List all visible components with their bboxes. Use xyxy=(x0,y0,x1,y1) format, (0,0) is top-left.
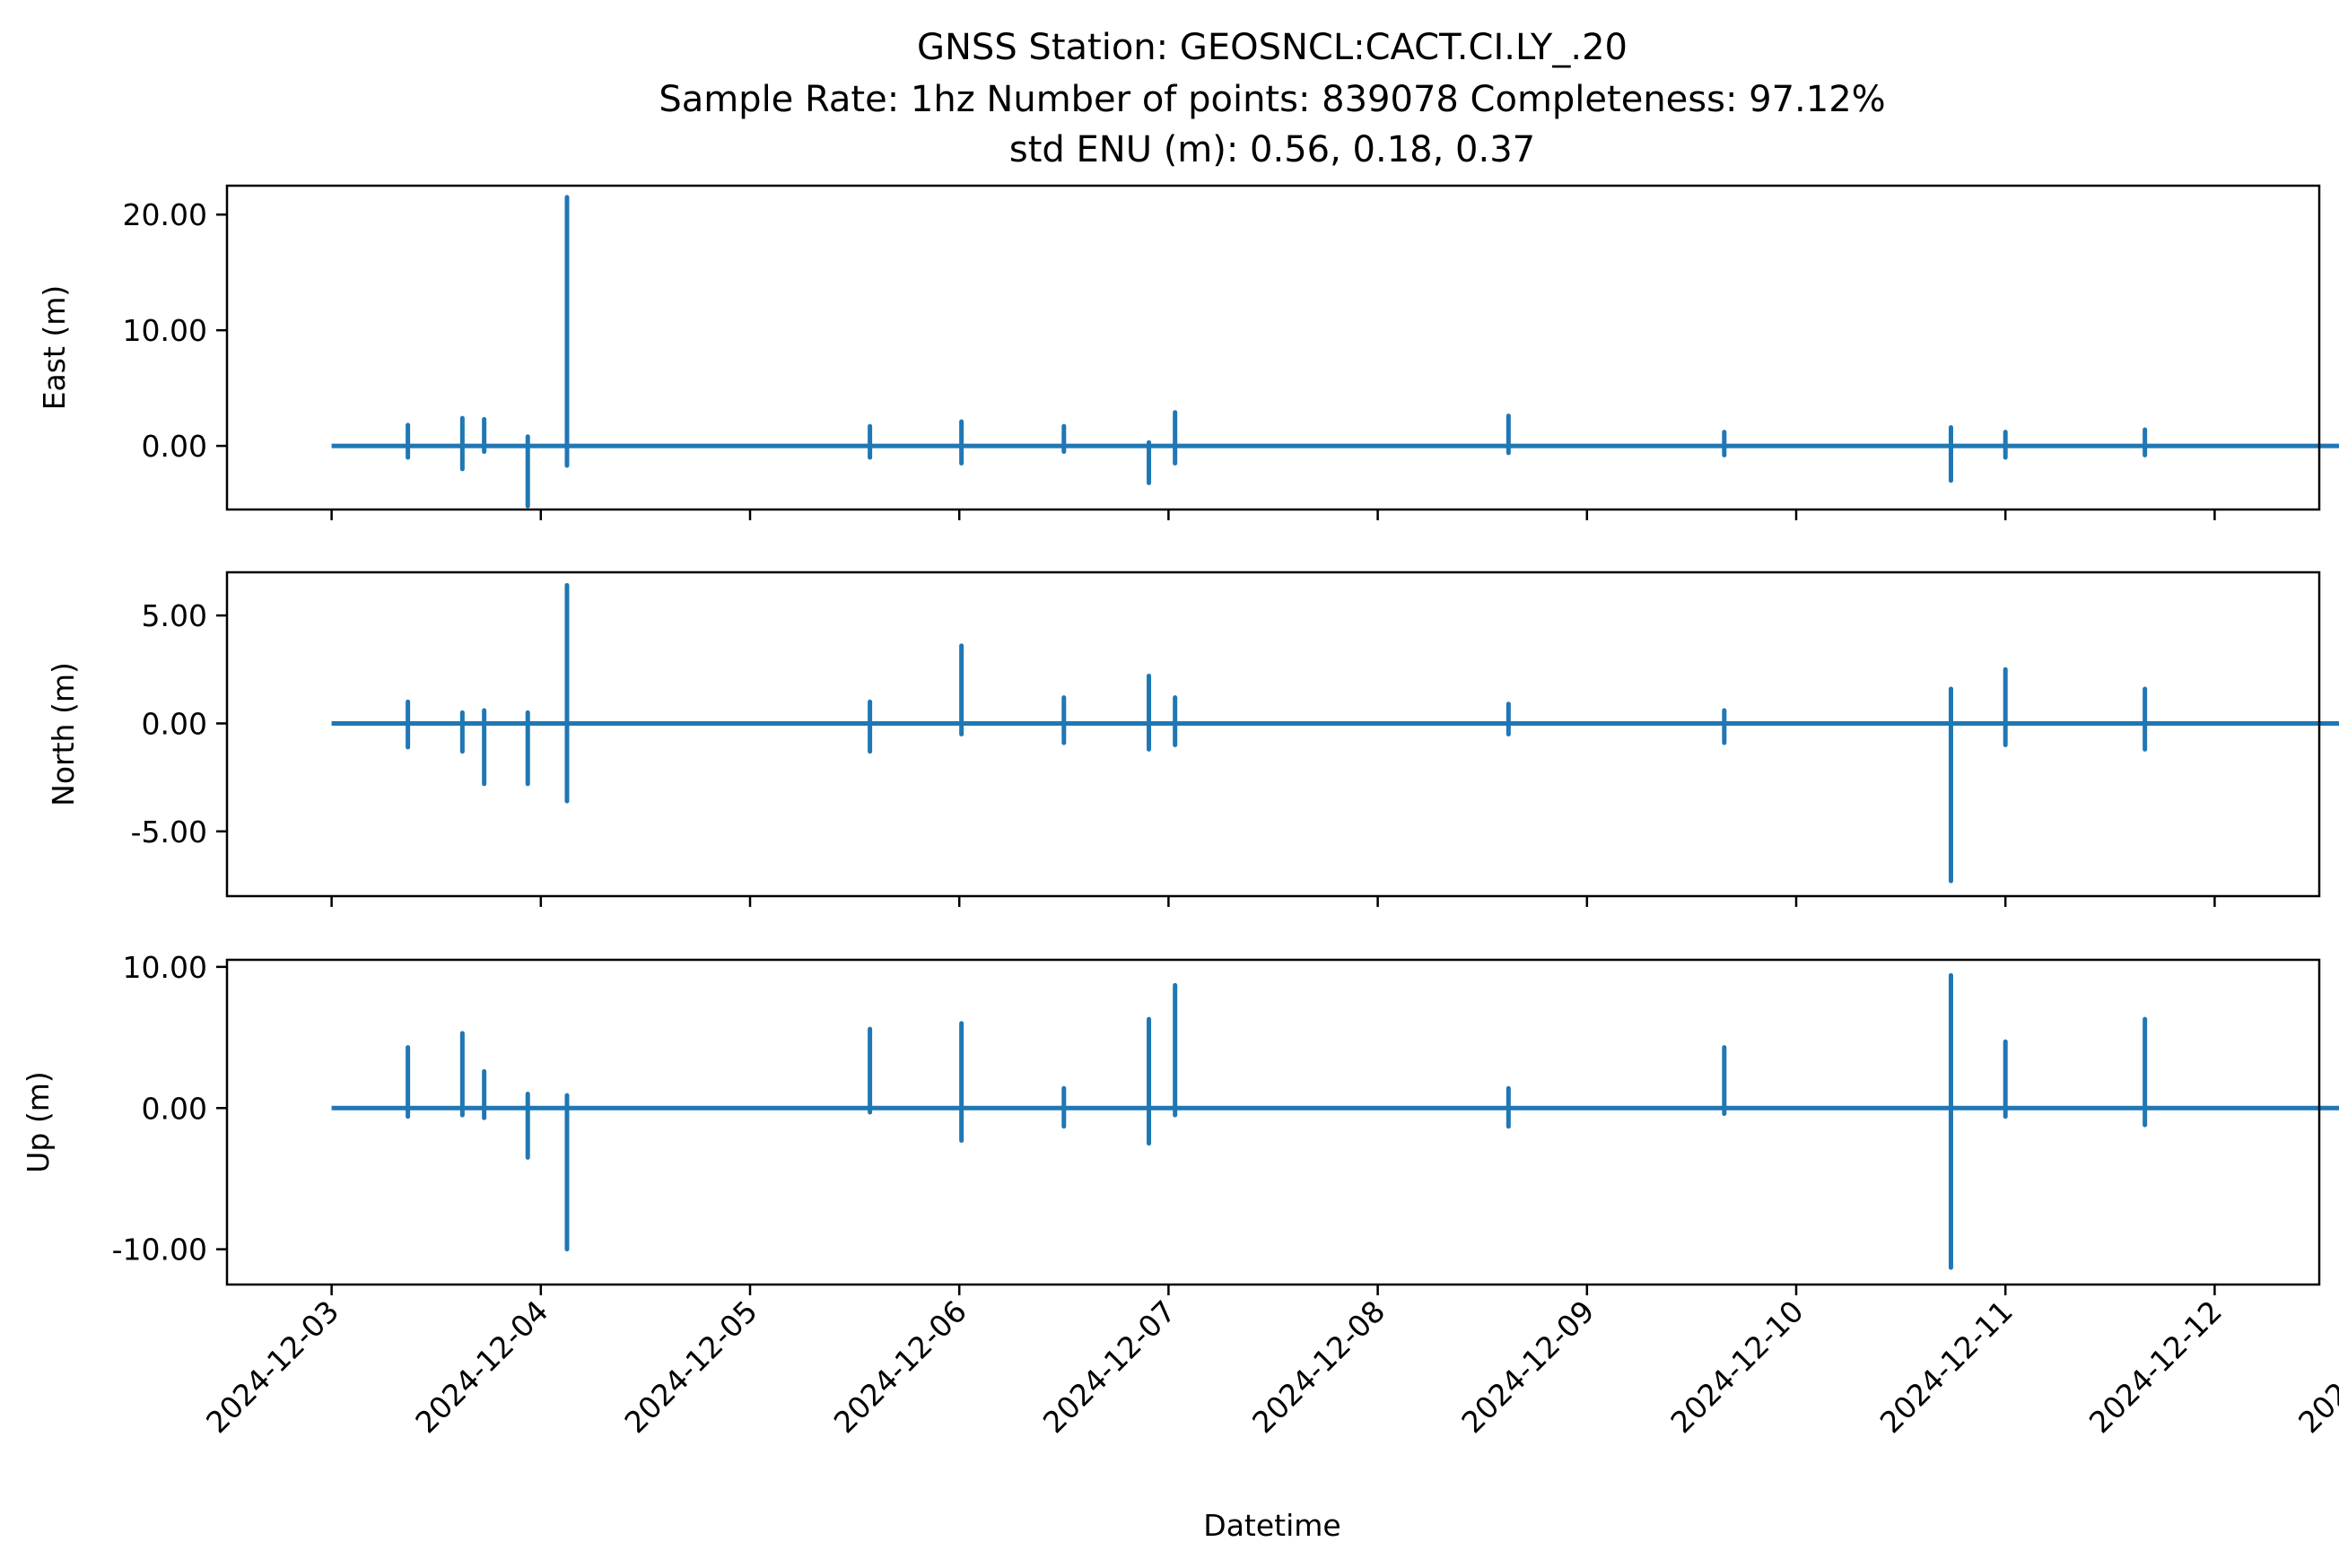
east-ytick-label: 10.00 xyxy=(123,313,207,348)
east-axes-frame xyxy=(225,184,2321,511)
x-axis-label: Datetime xyxy=(1203,1508,1340,1543)
east-y-axis-label: East (m) xyxy=(37,285,72,411)
up-ytick-label: 0.00 xyxy=(142,1091,207,1126)
chart-title-line-3: std ENU (m): 0.56, 0.18, 0.37 xyxy=(1009,129,1535,170)
chart-title-line-2: Sample Rate: 1hz Number of points: 83907… xyxy=(659,79,1885,120)
north-axes-frame xyxy=(225,571,2321,898)
east-ytick-label: 0.00 xyxy=(142,429,207,464)
north-ytick-label: 0.00 xyxy=(142,706,207,741)
chart-title-line-1: GNSS Station: GEOSNCL:CACT.CI.LY_.20 xyxy=(917,27,1628,68)
up-y-axis-label: Up (m) xyxy=(21,1071,56,1173)
east-panel: 0.00 10.00 20.00 East (m) xyxy=(37,184,2339,520)
up-ytick-label: 10.00 xyxy=(123,950,207,985)
up-axes-frame xyxy=(225,958,2321,1286)
north-ytick-label: -5.00 xyxy=(131,814,207,849)
north-panel: -5.00 0.00 5.00 North (m) xyxy=(46,571,2339,907)
east-ytick-label: 20.00 xyxy=(123,197,207,232)
up-ytick-label: -10.00 xyxy=(112,1233,207,1267)
north-y-axis-label: North (m) xyxy=(46,662,81,806)
north-ytick-label: 5.00 xyxy=(142,598,207,633)
